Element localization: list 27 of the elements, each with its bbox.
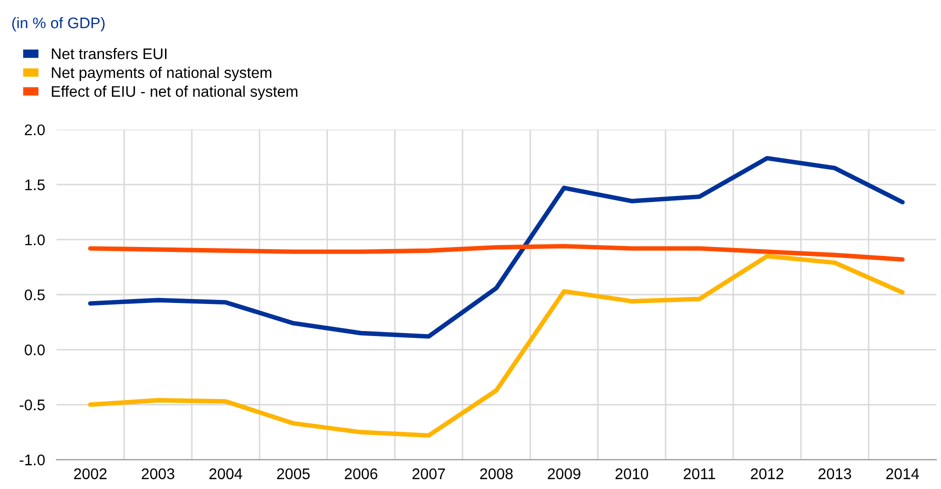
x-tick-label: 2003 xyxy=(142,468,174,480)
line-series xyxy=(88,244,905,262)
x-tick-label: 2009 xyxy=(548,468,580,480)
chart-title: (in % of GDP) xyxy=(12,17,105,32)
y-tick-label: -0.5 xyxy=(20,400,45,410)
y-tick-label: 0.0 xyxy=(24,344,45,356)
y-tick-label: 1.5 xyxy=(25,180,45,190)
y-tick-label: 2.0 xyxy=(24,124,45,136)
x-tick-label: 2011 xyxy=(684,468,716,480)
x-tick-label: 2005 xyxy=(277,468,310,480)
x-tick-label: 2010 xyxy=(616,468,648,480)
legend-label: Net payments of national system xyxy=(52,66,272,82)
legend-label: Effect of EIU - net of national system xyxy=(52,86,298,100)
line-series xyxy=(88,156,905,339)
y-tick-label: 1.0 xyxy=(25,234,45,246)
x-tick-label: 2004 xyxy=(209,468,242,480)
line-series xyxy=(88,254,905,438)
x-tick-label: 2013 xyxy=(818,468,852,480)
x-tick-label: 2002 xyxy=(74,468,107,480)
x-tick-label: 2006 xyxy=(344,468,378,480)
x-tick-label: 2012 xyxy=(750,468,784,480)
y-tick-label: -1.0 xyxy=(20,454,45,466)
x-tick-label: 2008 xyxy=(480,468,513,480)
x-tick-label: 2014 xyxy=(886,468,920,480)
y-tick-label: 0.5 xyxy=(24,289,45,300)
legend-label: Net transfers EUI xyxy=(52,48,166,60)
x-tick-label: 2007 xyxy=(412,468,445,480)
